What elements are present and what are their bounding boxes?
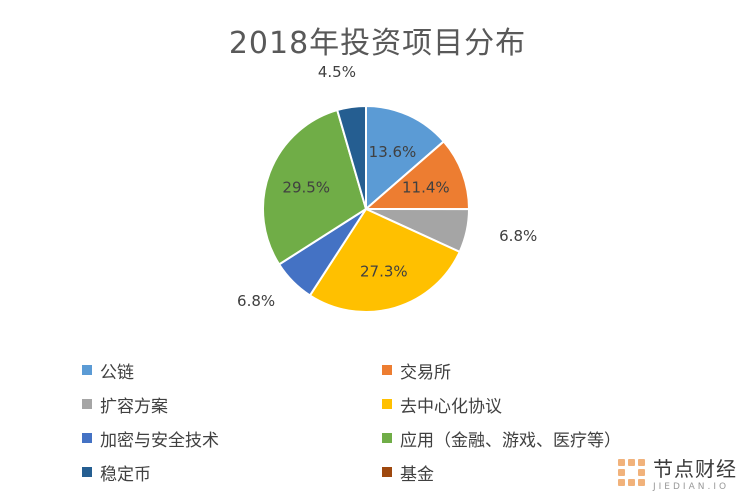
legend-swatch: [382, 467, 392, 477]
pie-slice: [335, 104, 367, 210]
legend-item: 应用（金融、游戏、医疗等）: [382, 426, 682, 451]
pie-data-label: 27.3%: [360, 262, 408, 280]
legend-label: 应用（金融、游戏、医疗等）: [400, 430, 621, 451]
chart-legend: 公链 交易所扩容方案 去中心化协议加密与安全技术 应用（金融、游戏、医疗等） 稳定币 基金: [82, 358, 682, 485]
legend-label: 公链: [100, 362, 134, 383]
legend-item: 加密与安全技术: [82, 426, 382, 451]
legend-swatch: [382, 399, 392, 409]
legend-label: 交易所: [400, 362, 451, 383]
pie-slices: [262, 104, 471, 313]
legend-swatch: [382, 365, 392, 375]
legend-item: 公链: [82, 358, 382, 383]
legend-swatch: [82, 433, 92, 443]
legend-item: 交易所: [382, 358, 682, 383]
pie-slice: [365, 104, 446, 212]
pie-data-label: 6.8%: [237, 292, 275, 310]
logo-dots-icon: [618, 459, 645, 486]
pie-chart: 13.6% 11.4% 6.8% 27.3% 6.8% 29.5% 4.5%: [237, 63, 537, 313]
pie-data-label: 13.6%: [369, 143, 417, 161]
legend-item: 扩容方案: [82, 392, 382, 417]
legend-label: 基金: [400, 464, 434, 485]
watermark-sub: JIEDIAN.IO: [653, 482, 730, 492]
legend-swatch: [82, 467, 92, 477]
legend-item: 基金: [382, 460, 682, 485]
legend-label: 扩容方案: [100, 396, 168, 417]
legend-item: 去中心化协议: [382, 392, 682, 417]
watermark-name: 节点财经: [653, 457, 737, 481]
legend-swatch: [382, 433, 392, 443]
legend-item: 稳定币: [82, 460, 382, 485]
legend-swatch: [82, 365, 92, 375]
pie-data-label: 6.8%: [499, 227, 537, 245]
legend-label: 去中心化协议: [400, 396, 502, 417]
pie-data-label: 29.5%: [282, 178, 330, 196]
pie-slice: [363, 140, 471, 211]
pie-slice: [262, 108, 368, 266]
pie-slice: [308, 207, 461, 313]
watermark-logo: 节点财经 JIEDIAN.IO: [618, 453, 737, 492]
legend-label: 加密与安全技术: [100, 430, 219, 451]
legend-label: 稳定币: [100, 464, 151, 485]
pie-data-labels: 13.6% 11.4% 6.8% 27.3% 6.8% 29.5% 4.5%: [237, 63, 537, 310]
legend-swatch: [82, 399, 92, 409]
chart-title: 2018年投资项目分布: [228, 26, 527, 61]
pie-data-label: 4.5%: [318, 63, 356, 81]
pie-data-label: 11.4%: [402, 179, 450, 197]
